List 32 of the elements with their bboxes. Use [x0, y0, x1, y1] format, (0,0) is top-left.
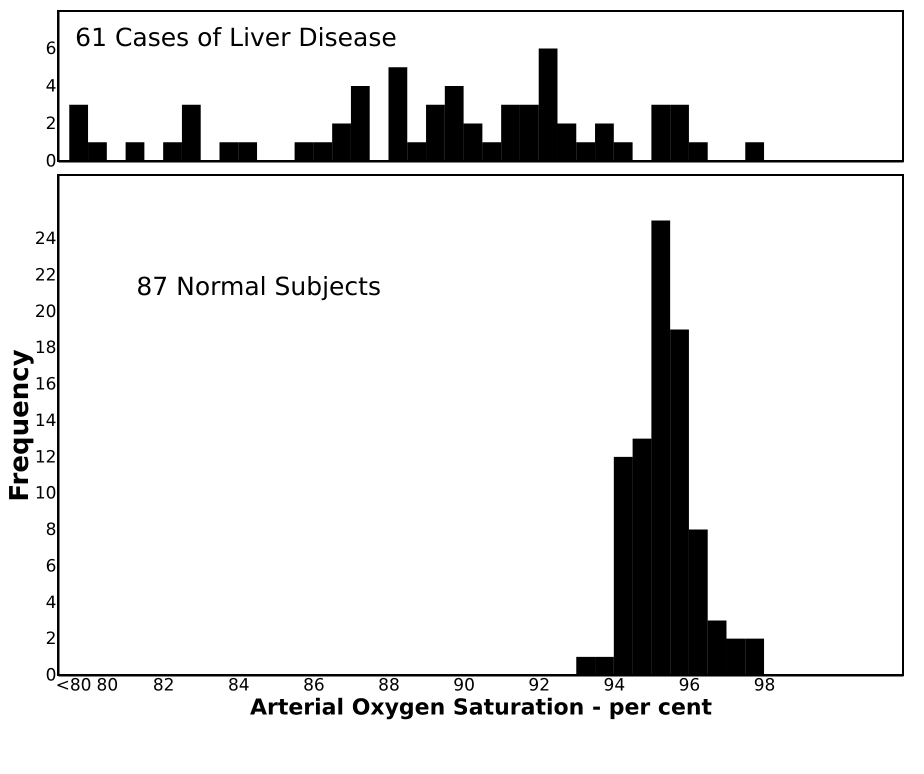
text: 61 Cases of Liver Disease [75, 23, 397, 52]
x-axis-title: Arterial Oxygen Saturation - per cent [250, 696, 713, 720]
y-tick-label: 20 [34, 302, 56, 322]
x-tick-label: 88 [378, 676, 400, 696]
x-tick-label: 84 [228, 676, 250, 696]
y-tick-label: 22 [34, 266, 56, 286]
x-tick-label: 94 [604, 676, 626, 696]
x-tick-label: 90 [453, 676, 475, 696]
x-tick-label: 98 [754, 676, 776, 696]
x-tick-label: 82 [152, 676, 174, 696]
text: 87 Normal Subjects [136, 272, 382, 301]
y-tick-label: 6 [46, 39, 56, 59]
y-tick-label: 10 [34, 484, 56, 504]
y-tick-label: 4 [46, 76, 56, 96]
y-tick-label: 2 [46, 629, 56, 650]
y-tick-label: 4 [46, 592, 56, 613]
y-tick-label: 24 [34, 229, 56, 250]
y-tick-label: 2 [46, 114, 56, 134]
y-tick-label: 0 [46, 666, 56, 686]
x-tick-label: 92 [528, 676, 550, 696]
y-tick-label: 12 [34, 447, 56, 468]
y-tick-label: 18 [34, 338, 56, 358]
y-axis-title: Frequency [4, 349, 35, 502]
y-tick-label: 0 [46, 152, 56, 172]
x-tick-label: <80 [56, 676, 92, 696]
x-tick-label: 96 [678, 676, 700, 696]
y-tick-label: 16 [34, 374, 56, 395]
x-tick-label: 86 [303, 676, 325, 696]
x-tick-label: 80 [96, 676, 118, 696]
y-tick-label: 14 [34, 410, 56, 431]
y-tick-label: 6 [46, 556, 56, 576]
y-tick-label: 8 [46, 520, 56, 540]
